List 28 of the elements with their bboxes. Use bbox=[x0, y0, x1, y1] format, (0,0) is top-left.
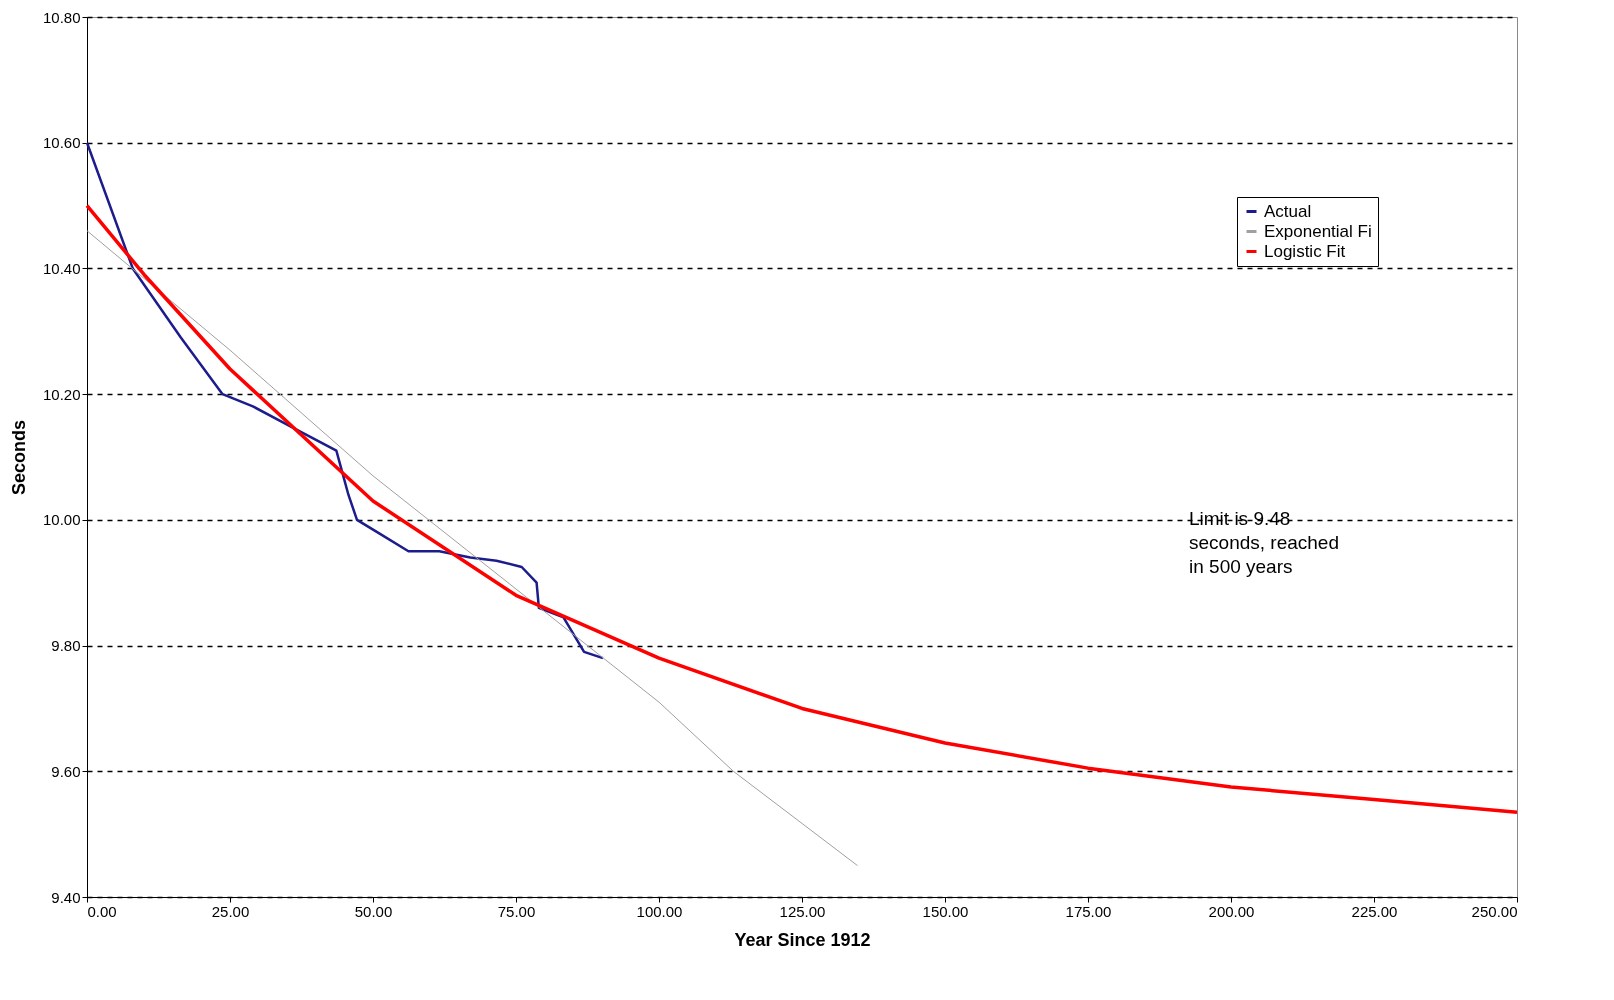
x-tick-label: 25.00 bbox=[211, 902, 250, 920]
x-tick-label: 175.00 bbox=[1065, 902, 1112, 920]
y-tick-label: 9.60 bbox=[51, 762, 81, 780]
x-tick-label: 200.00 bbox=[1208, 902, 1255, 920]
legend-label: Exponential Fi bbox=[1264, 221, 1372, 241]
line-series bbox=[85, 203, 1519, 814]
y-tick-label: 10.00 bbox=[42, 511, 81, 529]
x-tick-label: 100.00 bbox=[636, 902, 683, 920]
line-series bbox=[85, 141, 605, 660]
line-series bbox=[86, 230, 858, 867]
x-tick-label: 150.00 bbox=[922, 902, 969, 920]
x-tick-label: 50.00 bbox=[354, 902, 393, 920]
x-tick-label: 125.00 bbox=[779, 902, 826, 920]
y-axis-title: Seconds bbox=[8, 419, 29, 496]
x-tick-label: 225.00 bbox=[1351, 902, 1398, 920]
y-tick-label: 10.20 bbox=[42, 385, 81, 403]
x-axis-title: Year Since 1912 bbox=[734, 929, 871, 950]
x-tick-label: 0.00 bbox=[87, 902, 117, 920]
y-tick-label: 9.80 bbox=[51, 637, 81, 655]
y-tick-label: 10.80 bbox=[42, 8, 81, 26]
x-tick-label: 250.00 bbox=[1471, 902, 1518, 920]
legend-label: Logistic Fit bbox=[1264, 241, 1346, 261]
y-tick-label: 9.40 bbox=[51, 888, 81, 906]
annotation: Limit is 9.48 seconds, reached in 500 years bbox=[1189, 508, 1339, 577]
x-tick-label: 75.00 bbox=[497, 902, 536, 920]
y-tick-label: 10.60 bbox=[42, 134, 81, 152]
legend-label: Actual bbox=[1264, 201, 1312, 221]
y-tick-label: 10.40 bbox=[42, 259, 81, 277]
